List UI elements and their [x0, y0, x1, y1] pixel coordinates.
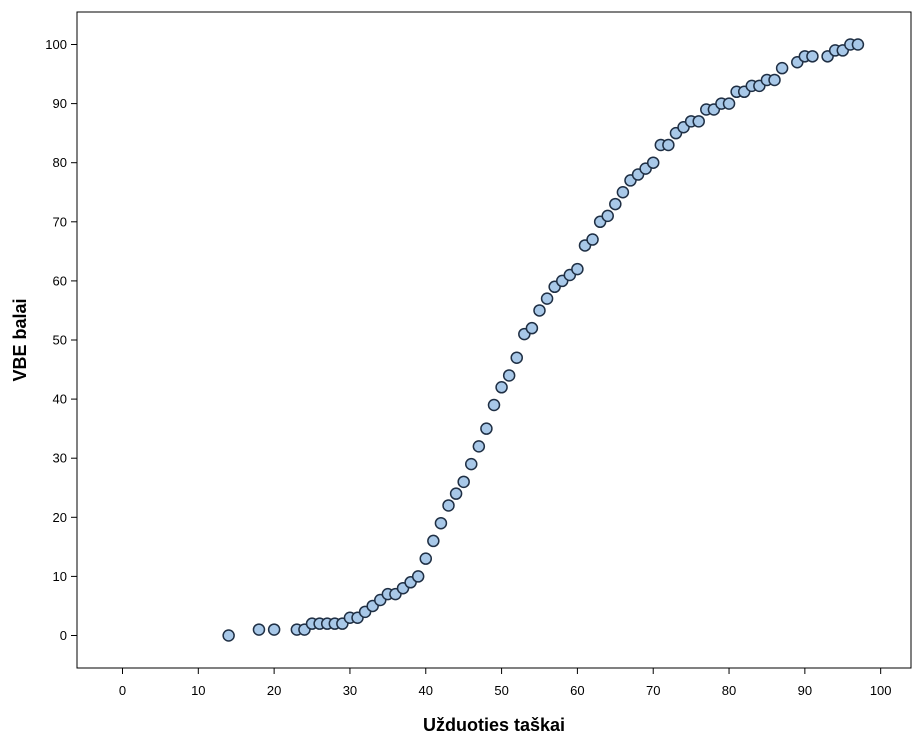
x-tick-label: 30: [343, 683, 357, 698]
y-tick-label: 10: [53, 569, 67, 584]
data-point: [434, 516, 448, 530]
y-tick-label: 60: [53, 273, 67, 288]
data-point: [609, 197, 622, 211]
x-tick-label: 0: [119, 683, 126, 698]
data-point: [457, 475, 470, 489]
y-tick-label: 50: [53, 333, 67, 348]
data-point: [465, 457, 478, 471]
data-point: [533, 304, 546, 317]
x-tick-label: 40: [419, 683, 433, 698]
y-tick-label: 80: [53, 155, 67, 170]
data-point: [571, 262, 584, 276]
data-point: [472, 440, 486, 453]
data-point: [449, 487, 463, 500]
data-point: [616, 186, 630, 199]
data-point: [252, 623, 266, 636]
data-point: [267, 623, 281, 636]
data-point: [722, 97, 736, 110]
data-point: [427, 534, 440, 548]
plot-frame: [76, 11, 912, 669]
data-point: [586, 233, 599, 246]
data-point: [222, 629, 235, 642]
data-point: [442, 499, 455, 512]
x-axis: 0 10 20 30 40 50 60 70 80 90 100: [119, 668, 892, 698]
data-point: [487, 398, 501, 412]
data-point: [768, 73, 781, 87]
x-tick-label: 70: [646, 683, 660, 698]
y-axis-title: VBE balai: [10, 298, 30, 381]
y-tick-label: 100: [45, 37, 67, 52]
data-point: [502, 369, 516, 382]
x-tick-label: 20: [267, 683, 281, 698]
x-axis-title: Užduoties taškai: [423, 715, 565, 735]
data-point: [510, 351, 523, 364]
data-point: [540, 292, 554, 305]
data-points: [222, 38, 865, 642]
y-tick-label: 30: [53, 451, 67, 466]
data-point: [411, 570, 425, 583]
data-point: [806, 50, 819, 63]
y-tick-label: 70: [53, 214, 67, 229]
x-tick-label: 90: [798, 683, 812, 698]
y-tick-label: 90: [53, 96, 67, 111]
data-point: [480, 422, 493, 435]
data-point: [419, 552, 433, 565]
data-point: [692, 115, 705, 128]
data-point: [662, 138, 675, 152]
x-tick-label: 50: [494, 683, 508, 698]
data-point: [495, 381, 508, 394]
x-tick-label: 80: [722, 683, 736, 698]
x-tick-label: 60: [570, 683, 584, 698]
x-tick-label: 100: [870, 683, 892, 698]
data-point: [601, 209, 614, 223]
data-point: [775, 61, 789, 75]
x-tick-label: 10: [191, 683, 205, 698]
y-tick-label: 0: [60, 628, 67, 643]
y-tick-label: 40: [53, 392, 67, 407]
y-tick-label: 20: [53, 510, 67, 525]
y-axis: 0 10 20 30 40 50 60 70 80 90 100: [45, 37, 77, 643]
data-point: [646, 156, 660, 169]
data-point: [851, 38, 865, 51]
data-point: [525, 321, 539, 335]
